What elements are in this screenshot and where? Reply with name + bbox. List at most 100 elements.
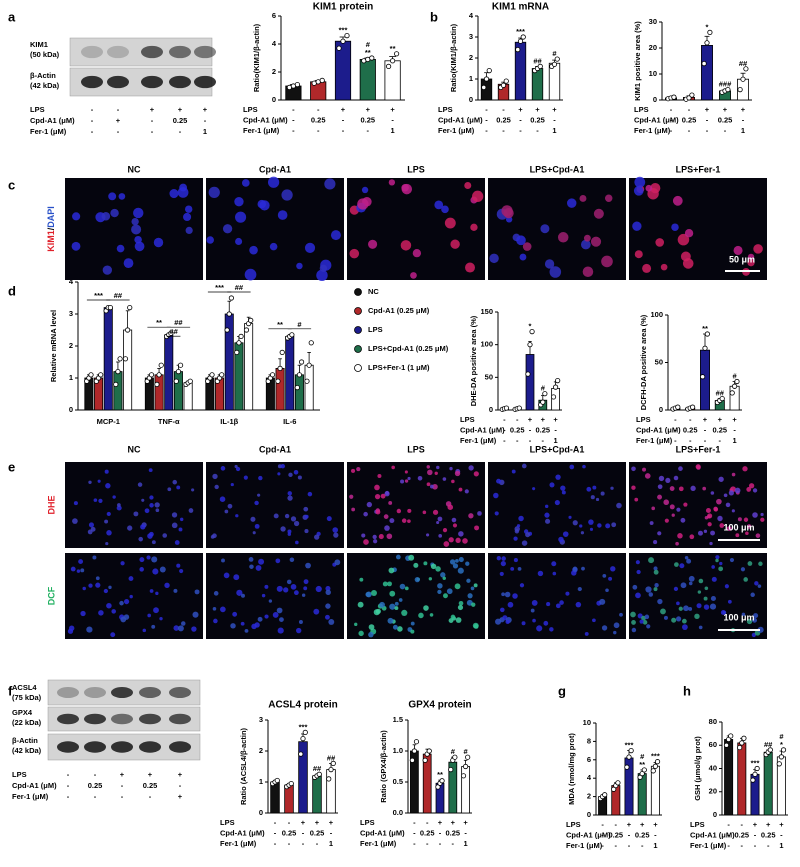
cell [560,485,566,491]
cell [389,590,396,597]
cell [677,533,683,539]
condition-cell: - [706,115,709,124]
cell [332,527,339,533]
cell [319,264,328,273]
cell [258,475,263,481]
cell [568,515,572,519]
significance: ** [639,760,645,769]
condition-cell: - [670,126,673,135]
data-point [306,362,312,368]
cell [752,617,758,623]
cell [280,526,286,532]
data-point [289,332,295,338]
scale-label: 50 μm [729,254,755,264]
bar [154,374,164,411]
condition-cell: 0.25 [445,828,460,837]
cell [221,558,225,563]
cell [698,578,704,584]
cell [177,187,189,198]
cell [703,529,708,534]
cell [697,590,702,594]
scale-label: 100 μm [723,522,754,532]
cell [494,511,499,516]
condition-cell: - [121,792,124,801]
condition-label: LPS [438,105,453,114]
cell [375,509,381,515]
cell [325,614,330,620]
cell [458,487,463,492]
cell [639,619,644,624]
cell [407,519,411,524]
condition-cell: 0.25 [530,115,545,124]
cell [159,566,166,573]
blot-band [139,687,161,698]
bar [103,307,113,411]
blot-label: (42 kDa) [12,746,42,755]
cell [437,583,443,589]
condition-cell: - [426,839,429,848]
cell [232,611,238,617]
cell [604,194,613,202]
cell [696,603,702,609]
bar [724,739,734,816]
panel-label: f [8,683,13,698]
cell [258,558,265,565]
cell [501,556,506,561]
condition-cell: 0.25 [608,830,623,839]
y-tick-label: 60 [709,740,717,749]
blot-band [194,75,216,89]
condition-cell: - [502,126,505,135]
cell [537,570,544,577]
cell [325,589,331,596]
data-point [269,372,276,378]
cell [474,525,480,531]
cell [361,186,369,194]
cell [283,587,289,593]
cell [373,539,378,544]
cell [422,510,427,515]
cell [164,582,170,589]
cell [82,586,86,591]
cell [610,566,616,572]
condition-cell: + [640,820,645,829]
condition-cell: - [91,127,94,136]
chart-title: KIM1 protein [313,2,374,13]
cell [212,533,217,539]
cell [174,540,180,545]
bar [164,334,174,411]
cell [676,601,680,606]
cell [600,491,605,496]
cell [436,520,440,525]
cell [512,593,518,599]
cell [249,245,258,255]
bar [244,323,254,411]
condition-cell: - [91,116,94,125]
cell [296,262,303,270]
cell [495,618,502,625]
cell [235,237,243,245]
cell [429,613,434,617]
cell [430,484,434,489]
cell [657,484,663,490]
condition-cell: - [292,115,295,124]
cell [750,592,755,598]
cell [257,493,261,497]
panel-label: a [8,9,16,24]
condition-cell: - [121,781,124,790]
condition-cell: - [179,781,182,790]
y-tick-label: 8 [587,736,591,745]
blot-band [111,713,133,725]
data-point [675,404,681,410]
bar [304,364,314,411]
condition-cell: 1 [779,841,783,850]
cell [388,567,395,574]
y-tick-label: 2 [272,67,276,76]
cell [720,610,726,616]
cell [92,555,97,560]
cell [257,616,263,622]
cell [747,561,753,566]
condition-label: Fer-1 (μM) [438,126,475,135]
data-point [275,378,281,384]
cell [544,504,549,509]
cell [293,590,299,596]
